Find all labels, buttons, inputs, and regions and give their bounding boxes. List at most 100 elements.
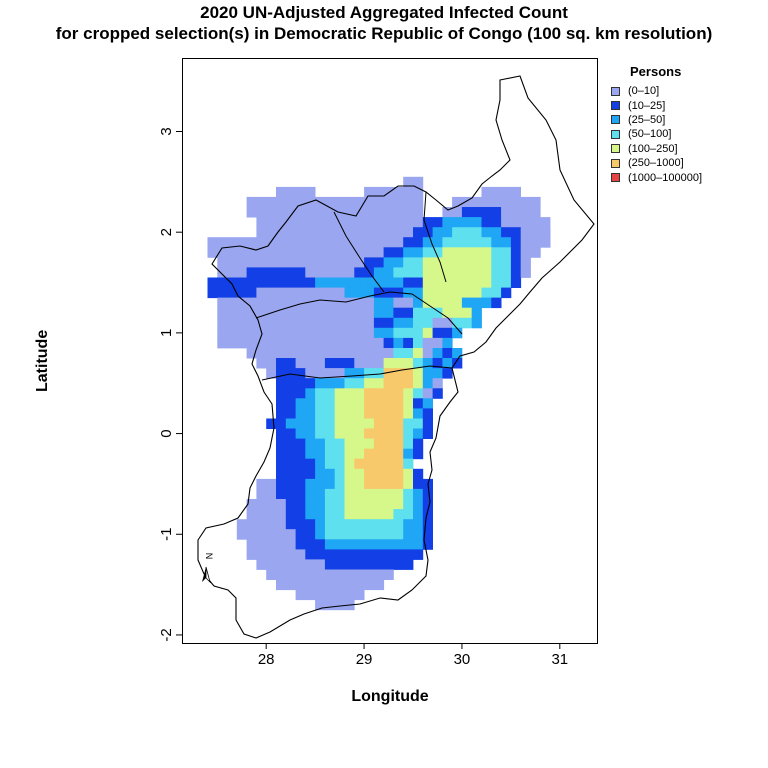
north-arrow-label: N — [204, 553, 214, 560]
inner-boundary — [255, 291, 463, 335]
raster-cell — [324, 559, 414, 570]
raster-cell — [276, 186, 316, 198]
region-boundary — [197, 75, 595, 639]
raster-cell — [276, 468, 316, 480]
raster-cell — [217, 327, 375, 339]
raster-cell — [334, 418, 375, 429]
raster-cell — [315, 398, 336, 409]
raster-cell — [266, 569, 394, 580]
raster-cell — [393, 539, 424, 550]
raster-cell — [305, 448, 326, 460]
raster-cell — [305, 478, 336, 490]
raster-cell — [305, 368, 345, 379]
raster-cell — [491, 257, 512, 268]
raster-cell — [324, 509, 345, 520]
raster-cell — [246, 509, 287, 520]
raster-cell — [285, 499, 306, 510]
raster-cell — [481, 287, 502, 299]
raster-cell — [403, 237, 424, 248]
raster-cell — [256, 559, 326, 570]
raster-cell — [422, 297, 463, 309]
chart-title-line-2: for cropped selection(s) in Democratic R… — [55, 24, 713, 43]
raster-cell — [305, 509, 326, 520]
raster-cell — [256, 227, 414, 238]
raster-cell — [383, 257, 404, 268]
raster-cell — [236, 529, 296, 540]
raster-cell — [491, 277, 512, 288]
raster-cell — [481, 227, 502, 238]
raster-cell — [432, 388, 443, 399]
raster-cell — [295, 428, 316, 439]
raster-cell — [276, 408, 296, 419]
raster-cell — [276, 488, 306, 500]
raster-cell — [324, 488, 345, 500]
raster-cell — [373, 317, 394, 329]
raster-cell — [285, 509, 306, 520]
legend-item: (10–25] — [611, 98, 702, 112]
x-tick-label: 31 — [551, 651, 568, 668]
y-tick-label: 0 — [158, 429, 175, 437]
raster-cell — [510, 257, 522, 268]
raster-cell — [422, 337, 443, 349]
raster-cell — [256, 478, 277, 490]
raster-cell — [413, 448, 424, 460]
raster-cell — [315, 388, 336, 399]
legend-label: (25–50] — [628, 113, 666, 126]
raster-cell — [501, 207, 541, 218]
raster-cell — [344, 438, 375, 450]
raster-cell — [295, 539, 326, 550]
raster-cell — [403, 428, 414, 439]
raster-cell — [246, 539, 296, 550]
raster-cell — [246, 257, 365, 268]
raster-cell — [373, 297, 394, 309]
raster-cell — [276, 358, 296, 369]
raster-cell — [422, 488, 433, 500]
raster-cell — [217, 267, 248, 278]
y-tick-label: -2 — [158, 628, 175, 641]
raster-cell — [403, 529, 424, 540]
raster-cell — [315, 458, 326, 470]
raster-cell — [452, 196, 541, 208]
raster-cell — [413, 348, 424, 359]
raster-cell — [481, 186, 521, 198]
raster-cell — [403, 337, 414, 349]
raster-cell — [276, 478, 306, 490]
raster-cell — [305, 267, 355, 278]
raster-cell — [403, 257, 424, 268]
legend: Persons (0–10] (10–25] (25–50] (50–100] … — [610, 64, 702, 185]
raster-cell — [422, 237, 443, 248]
legend-swatch — [611, 115, 620, 125]
raster-cell — [393, 297, 414, 309]
raster-cell — [442, 307, 473, 319]
raster-cell — [364, 378, 385, 389]
raster-cell — [491, 267, 512, 278]
raster-cell — [403, 247, 424, 258]
raster-cell — [256, 237, 404, 248]
raster-cell — [364, 388, 404, 399]
raster-cell — [276, 388, 306, 399]
legend-swatch — [611, 101, 620, 111]
raster-cell — [276, 458, 316, 470]
raster-cell — [256, 358, 277, 369]
raster-cell — [432, 378, 443, 389]
raster-cell — [373, 307, 394, 319]
raster-cell — [442, 368, 453, 379]
legend-item: (100–250] — [611, 142, 702, 156]
raster-cell — [413, 388, 424, 399]
inner-boundary — [261, 365, 453, 381]
inner-boundary — [333, 211, 385, 293]
raster-cell — [403, 287, 424, 299]
raster-cell — [432, 327, 453, 339]
raster-cell — [324, 499, 345, 510]
raster-cell — [520, 257, 531, 268]
raster-cell — [315, 277, 365, 288]
raster-cell — [422, 378, 433, 389]
raster-cell — [364, 448, 404, 460]
raster-cell — [520, 267, 531, 278]
raster-cell — [452, 327, 463, 339]
raster-cell — [403, 468, 414, 480]
raster-cell — [422, 509, 433, 520]
raster-cell — [364, 468, 404, 480]
raster-cell — [393, 509, 414, 520]
